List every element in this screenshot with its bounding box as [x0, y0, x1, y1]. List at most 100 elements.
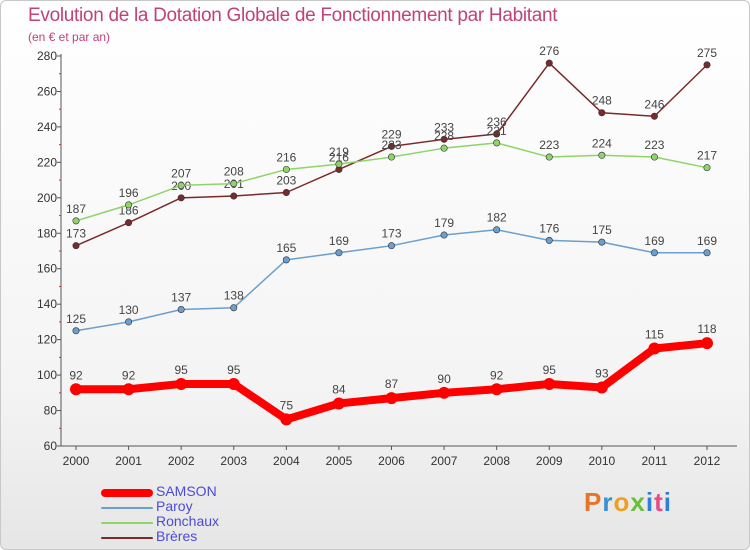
data-label: 84: [332, 382, 346, 396]
data-point-ronchaux: [545, 153, 553, 161]
data-point-samson: [70, 383, 82, 396]
data-point-brères: [545, 59, 553, 67]
data-label: 95: [543, 363, 557, 377]
legend-swatch: [101, 537, 153, 539]
data-point-samson: [122, 383, 135, 396]
data-label: 169: [329, 234, 349, 248]
data-point-paroy: [125, 318, 133, 326]
data-label: 92: [122, 368, 136, 382]
data-label: 231: [487, 124, 507, 138]
data-label: 165: [276, 241, 296, 255]
legend-label: Brères: [156, 528, 198, 544]
data-point-brères: [177, 194, 185, 202]
data-point-samson: [543, 377, 556, 390]
data-label: 223: [644, 138, 664, 152]
data-point-paroy: [72, 327, 80, 335]
data-point-paroy: [387, 242, 395, 250]
data-label: 95: [174, 363, 188, 377]
data-point-brères: [703, 61, 711, 69]
data-label: 228: [434, 129, 454, 143]
y-tick-label: 60: [44, 439, 58, 453]
data-label: 276: [539, 44, 559, 58]
y-tick-label: 100: [37, 368, 57, 382]
data-point-paroy: [335, 249, 343, 257]
data-label: 233: [434, 120, 454, 134]
data-point-paroy: [230, 304, 238, 312]
y-tick-label: 240: [37, 120, 57, 134]
data-label: 175: [592, 223, 612, 237]
data-label: 137: [171, 291, 191, 305]
x-tick-label: 2003: [220, 454, 247, 468]
chart-title: Evolution de la Dotation Globale de Fonc…: [28, 5, 558, 26]
data-point-samson: [332, 397, 345, 410]
data-label: 87: [385, 377, 399, 391]
data-point-ronchaux: [230, 180, 238, 188]
data-point-ronchaux: [335, 160, 343, 168]
y-tick-label: 140: [37, 297, 57, 311]
data-point-ronchaux: [598, 151, 606, 159]
data-label: 169: [697, 234, 717, 248]
data-label: 90: [437, 372, 451, 386]
data-point-samson: [227, 377, 240, 390]
data-label: 217: [697, 149, 717, 163]
data-label: 216: [329, 150, 349, 164]
data-label: 92: [490, 368, 504, 382]
legend-swatch: [101, 489, 153, 497]
data-label: 92: [69, 368, 83, 382]
data-label: 223: [539, 138, 559, 152]
data-point-brères: [598, 109, 606, 117]
data-point-samson: [648, 342, 661, 355]
x-tick-label: 2007: [431, 454, 458, 468]
legend-label: SAMSON: [156, 483, 217, 499]
data-label: 208: [224, 165, 244, 179]
y-tick-label: 80: [44, 404, 58, 418]
data-label: 246: [644, 97, 664, 111]
data-point-paroy: [440, 231, 448, 239]
data-point-samson: [280, 413, 293, 426]
data-point-paroy: [703, 249, 711, 257]
y-tick-label: 180: [37, 226, 57, 240]
data-label: 223: [381, 138, 401, 152]
data-point-brères: [230, 192, 238, 200]
y-tick-label: 200: [37, 191, 57, 205]
data-point-brères: [282, 189, 290, 197]
data-point-samson: [175, 377, 188, 390]
data-point-brères: [125, 219, 133, 227]
data-label: 219: [329, 145, 349, 159]
data-label: 187: [66, 202, 86, 216]
proxiti-logo: Proxiti: [584, 487, 672, 517]
data-point-ronchaux: [282, 165, 290, 173]
y-tick-label: 280: [37, 49, 57, 63]
data-point-samson: [385, 392, 398, 405]
data-point-samson: [490, 383, 503, 396]
data-point-brères: [493, 130, 501, 138]
data-point-paroy: [177, 305, 185, 313]
data-point-brères: [440, 135, 448, 143]
x-tick-label: 2012: [694, 454, 721, 468]
x-tick-label: 2008: [483, 454, 510, 468]
data-label: 275: [697, 46, 717, 60]
y-tick-label: 260: [37, 84, 57, 98]
data-label: 115: [645, 328, 664, 342]
data-label: 179: [434, 216, 454, 230]
data-point-ronchaux: [703, 164, 711, 172]
data-label: 173: [381, 227, 401, 241]
chart-subtitle: (en € et par an): [28, 30, 111, 44]
data-label: 207: [171, 166, 191, 180]
data-label: 169: [644, 234, 664, 248]
data-label: 248: [592, 94, 612, 108]
data-label: 93: [595, 367, 609, 381]
x-tick-label: 2000: [63, 454, 90, 468]
data-label: 138: [224, 289, 244, 303]
data-point-samson: [595, 381, 608, 394]
data-point-paroy: [493, 226, 501, 234]
data-point-samson: [701, 337, 713, 350]
data-point-paroy: [598, 238, 606, 246]
data-point-paroy: [650, 249, 658, 257]
data-label: 224: [592, 136, 612, 150]
data-point-paroy: [545, 236, 553, 244]
data-point-ronchaux: [440, 144, 448, 152]
data-point-ronchaux: [177, 181, 185, 189]
data-point-brères: [72, 242, 80, 250]
